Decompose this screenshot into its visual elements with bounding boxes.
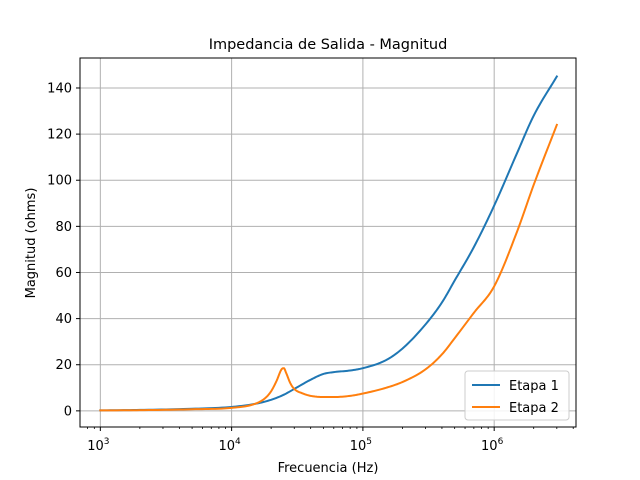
x-tick-label: 103 <box>87 437 109 454</box>
x-tick-label: 106 <box>481 437 504 454</box>
y-tick-label: 0 <box>64 404 72 419</box>
x-tick-label: 105 <box>350 437 372 454</box>
plot-frame <box>79 57 577 428</box>
legend-label-etapa-1: Etapa 1 <box>509 379 559 394</box>
series-lines <box>99 75 559 412</box>
y-axis-label: Magnitud (ohms) <box>24 188 39 299</box>
x-tick-label: 104 <box>218 437 241 454</box>
chart-title: Impedancia de Salida - Magnitud <box>209 37 448 53</box>
legend: Etapa 1 Etapa 2 <box>464 370 570 421</box>
x-axis-label: Frecuencia (Hz) <box>278 461 379 476</box>
legend-label-etapa-2: Etapa 2 <box>509 401 559 416</box>
y-tick-label: 20 <box>55 358 72 373</box>
y-tick-label: 40 <box>55 312 72 327</box>
series-line-etapa-2 <box>99 123 559 412</box>
y-tick-label: 120 <box>47 128 72 143</box>
y-tick-label: 60 <box>55 266 72 281</box>
y-tick-label: 140 <box>47 81 72 96</box>
y-tick-label: 80 <box>55 220 72 235</box>
axis-ticks: 103 104 105 106 0 20 40 60 80 100 120 140 <box>47 81 574 454</box>
y-tick-label: 100 <box>47 174 72 189</box>
grid-lines <box>80 58 576 427</box>
plot-area-background <box>80 58 576 427</box>
